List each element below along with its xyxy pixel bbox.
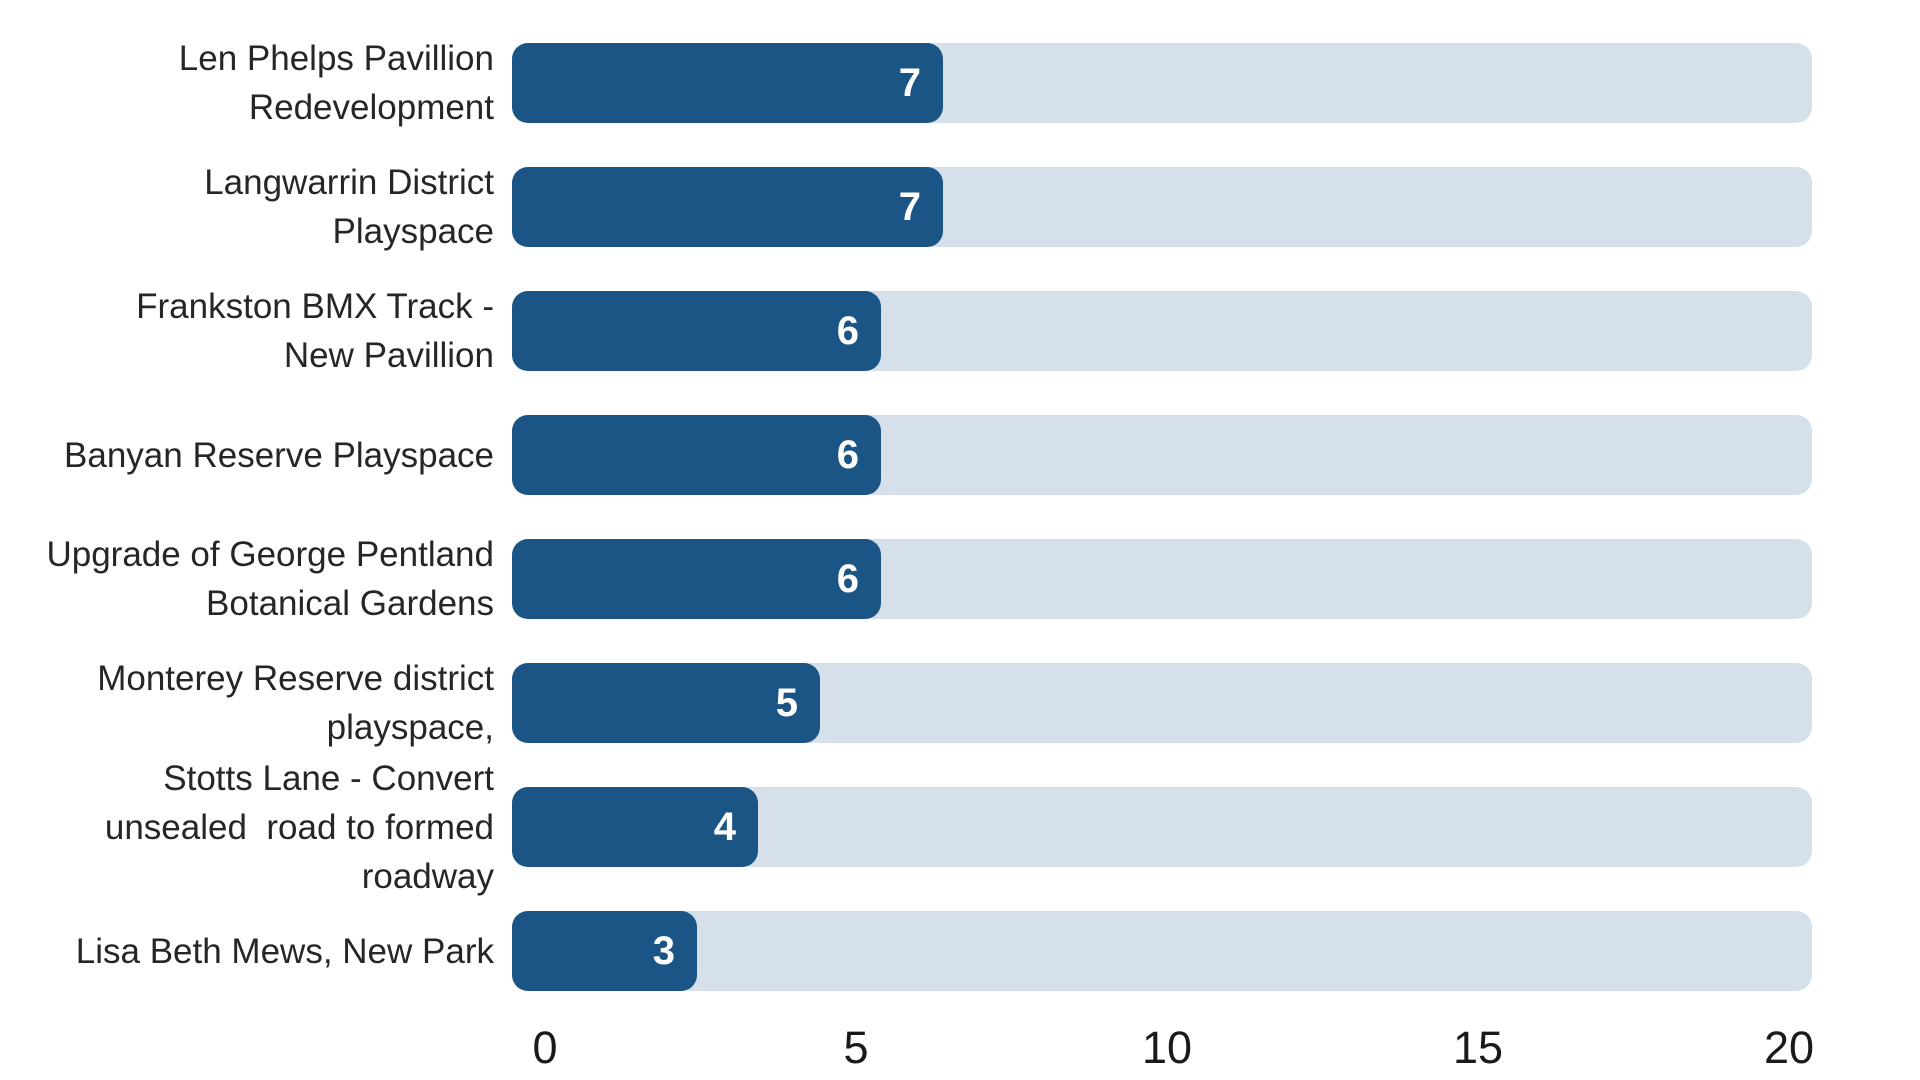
bar-track: 3 — [512, 911, 1812, 991]
x-axis-tick: 15 — [1452, 1022, 1504, 1073]
category-label: Langwarrin District Playspace — [204, 163, 494, 251]
bar-track: 6 — [512, 539, 1812, 619]
chart-row: Banyan Reserve Playspace 6 — [0, 393, 1920, 517]
category-label: Stotts Lane - Convert unsealed road to f… — [104, 758, 494, 896]
bar-fill: 6 — [512, 415, 881, 495]
category-label: Banyan Reserve Playspace — [64, 435, 494, 475]
bar-fill: 7 — [512, 43, 943, 123]
bar-fill: 6 — [512, 291, 881, 371]
chart-row: Frankston BMX Track - New Pavillion 6 — [0, 269, 1920, 393]
chart-row: Monterey Reserve district playspace, 5 — [0, 641, 1920, 765]
chart-row: Lisa Beth Mews, New Park 3 — [0, 889, 1920, 1013]
x-axis-tick: 5 — [843, 1022, 869, 1073]
bar-fill: 3 — [512, 911, 697, 991]
x-axis: 0 5 10 15 20 — [512, 1016, 1815, 1076]
chart-row: Len Phelps Pavillion Redevelopment 7 — [0, 21, 1920, 145]
category-label: Len Phelps Pavillion Redevelopment — [178, 39, 494, 127]
bar-value-label: 7 — [898, 60, 921, 105]
bar-track: 6 — [512, 415, 1812, 495]
chart-row: Upgrade of George Pentland Botanical Gar… — [0, 517, 1920, 641]
bar-track: 4 — [512, 787, 1812, 867]
x-axis-tick: 0 — [532, 1022, 558, 1073]
bar-fill: 5 — [512, 663, 820, 743]
bar-fill: 4 — [512, 787, 758, 867]
bar-track: 5 — [512, 663, 1812, 743]
bar-value-label: 3 — [652, 928, 675, 973]
bar-fill: 6 — [512, 539, 881, 619]
bar-value-label: 5 — [775, 680, 798, 725]
x-axis-tick: 10 — [1141, 1022, 1193, 1073]
chart-row: Langwarrin District Playspace 7 — [0, 145, 1920, 269]
bar-value-label: 6 — [836, 432, 859, 477]
bar-fill: 7 — [512, 167, 943, 247]
bar-value-label: 4 — [713, 804, 736, 849]
bar-value-label: 7 — [898, 184, 921, 229]
chart-row: Stotts Lane - Convert unsealed road to f… — [0, 759, 1920, 896]
bar-track: 7 — [512, 167, 1812, 247]
category-label: Lisa Beth Mews, New Park — [75, 931, 494, 971]
x-axis-tick: 20 — [1763, 1022, 1815, 1073]
bar-value-label: 6 — [836, 308, 859, 353]
bar-track: 6 — [512, 291, 1812, 371]
bar-value-label: 6 — [836, 556, 859, 601]
bar-track: 7 — [512, 43, 1812, 123]
category-label: Monterey Reserve district playspace, — [97, 659, 494, 747]
chart-rows: Len Phelps Pavillion Redevelopment 7 Lan… — [0, 21, 1920, 1013]
category-label: Frankston BMX Track - New Pavillion — [136, 287, 494, 375]
category-label: Upgrade of George Pentland Botanical Gar… — [46, 535, 494, 623]
